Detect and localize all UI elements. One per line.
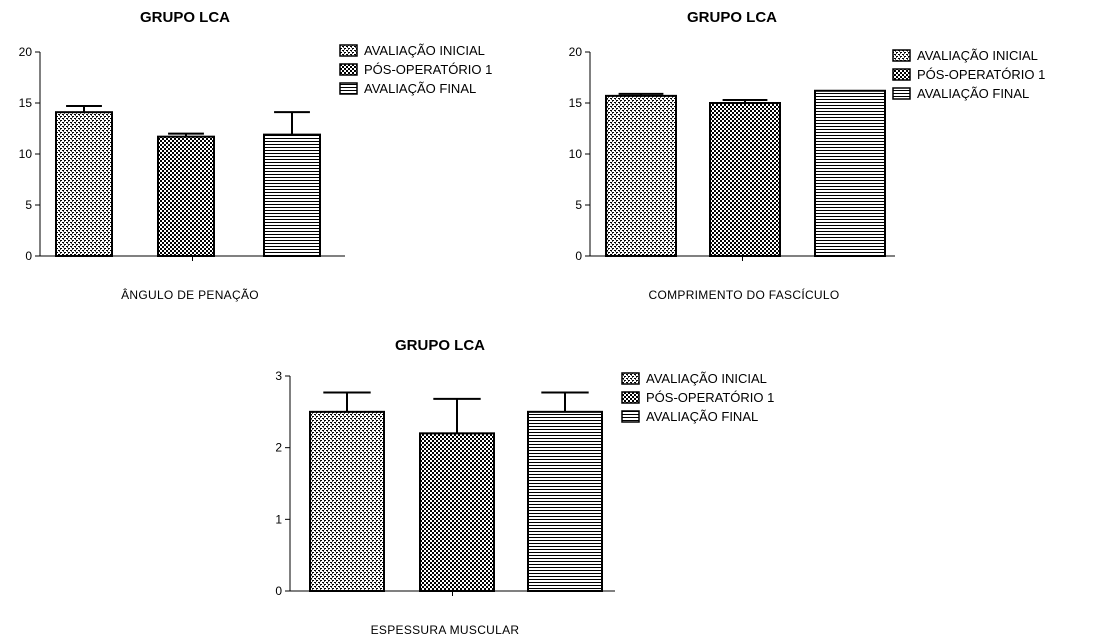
y-tick-label: 10 bbox=[569, 147, 583, 161]
y-tick-label: 1 bbox=[275, 512, 282, 526]
legend: AVALIAÇÃO INICIAL PÓS-OPERATÓRIO 1 AVALIAÇ… bbox=[892, 48, 1045, 101]
bar bbox=[157, 135, 215, 257]
chart-comprimento-fasciculo: GRUPO LCA COMPRIMENTO DO FASCÍCULO 0 5 10 1… bbox=[569, 9, 1046, 302]
x-axis-label: ÂNGULO DE PENAÇÃO bbox=[121, 287, 259, 302]
legend-swatch bbox=[621, 391, 640, 404]
chart-title: GRUPO LCA bbox=[395, 337, 485, 354]
legend-label: AVALIAÇÃO FINAL bbox=[646, 409, 758, 424]
chart-title: GRUPO LCA bbox=[687, 9, 777, 26]
legend-swatch bbox=[339, 44, 358, 57]
y-tick-label: 20 bbox=[19, 45, 33, 59]
legend-swatch bbox=[621, 410, 640, 423]
y-tick-label: 0 bbox=[275, 584, 282, 598]
legend-label: AVALIAÇÃO FINAL bbox=[917, 86, 1029, 101]
legend-swatch bbox=[892, 87, 911, 100]
bar bbox=[605, 94, 677, 257]
legend-label: AVALIAÇÃO INICIAL bbox=[364, 43, 485, 58]
legend-label: AVALIAÇÃO INICIAL bbox=[917, 48, 1038, 63]
legend-label: PÓS-OPERATÓRIO 1 bbox=[917, 67, 1045, 82]
legend: AVALIAÇÃO INICIAL PÓS-OPERATÓRIO 1 AVALIAÇ… bbox=[339, 43, 492, 96]
y-tick-label: 15 bbox=[569, 96, 583, 110]
bar bbox=[55, 111, 113, 258]
y-tick-label: 15 bbox=[19, 96, 33, 110]
chart-angulo-penacao: GRUPO LCA ÂNGULO DE PENAÇÃO 0 5 10 15 20 AVA… bbox=[19, 9, 493, 302]
bar-group bbox=[55, 105, 321, 258]
y-tick-label: 5 bbox=[25, 198, 32, 212]
legend-label: PÓS-OPERATÓRIO 1 bbox=[364, 62, 492, 77]
y-tick-label: 0 bbox=[575, 249, 582, 263]
legend-label: PÓS-OPERATÓRIO 1 bbox=[646, 390, 774, 405]
bar-group bbox=[309, 391, 603, 593]
y-tick-label: 10 bbox=[19, 147, 33, 161]
legend: AVALIAÇÃO INICIAL PÓS-OPERATÓRIO 1 AVALIAÇ… bbox=[621, 371, 774, 424]
legend-swatch bbox=[892, 68, 911, 81]
bar bbox=[527, 410, 603, 593]
x-axis-label: COMPRIMENTO DO FASCÍCULO bbox=[649, 287, 840, 302]
chart-espessura-muscular: GRUPO LCA ESPESSURA MUSCULAR 0 1 2 3 AVALIA… bbox=[275, 337, 774, 637]
legend-label: AVALIAÇÃO INICIAL bbox=[646, 371, 767, 386]
legend-swatch bbox=[339, 82, 358, 95]
bar bbox=[814, 89, 886, 258]
legend-swatch bbox=[621, 372, 640, 385]
bar-group bbox=[605, 89, 886, 258]
y-tick-label: 2 bbox=[275, 441, 282, 455]
bar bbox=[309, 410, 385, 593]
x-axis-label: ESPESSURA MUSCULAR bbox=[371, 623, 520, 637]
legend-swatch bbox=[892, 49, 911, 62]
bar bbox=[263, 133, 321, 257]
bar bbox=[709, 102, 781, 257]
y-tick-label: 0 bbox=[25, 249, 32, 263]
y-tick-label: 3 bbox=[275, 369, 282, 383]
legend-label: AVALIAÇÃO FINAL bbox=[364, 81, 476, 96]
legend-swatch bbox=[339, 63, 358, 76]
y-tick-label: 5 bbox=[575, 198, 582, 212]
bar bbox=[419, 432, 495, 593]
chart-title: GRUPO LCA bbox=[140, 9, 230, 26]
y-tick-label: 20 bbox=[569, 45, 583, 59]
